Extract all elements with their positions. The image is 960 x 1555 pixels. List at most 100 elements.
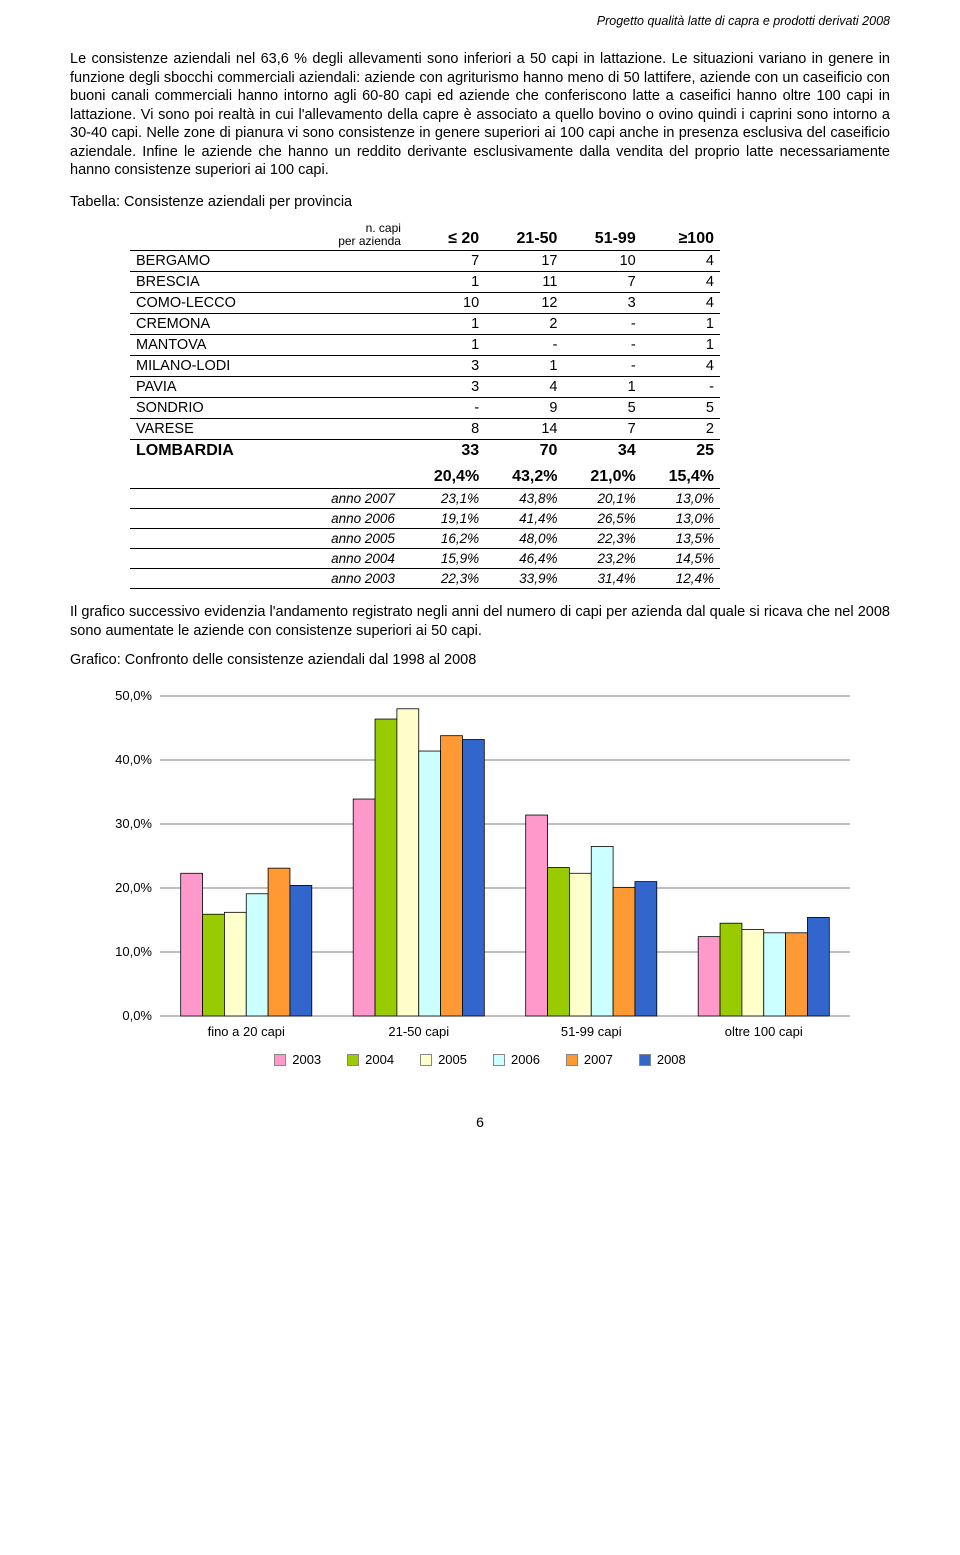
row-cell: 4 (485, 377, 563, 398)
pct-label: anno 2003 (130, 569, 407, 589)
table-row: VARESE81472 (130, 419, 720, 440)
row-cell: 10 (563, 251, 641, 272)
pct-label: anno 2006 (130, 509, 407, 529)
pct-cell: 13,0% (642, 509, 720, 529)
head-sub-label: n. capi per azienda (305, 220, 407, 251)
pct-label: anno 2007 (130, 489, 407, 509)
pct-cell: 23,1% (407, 489, 485, 509)
row-cell: 1 (642, 335, 720, 356)
pct-cell: 41,4% (485, 509, 563, 529)
row-cell: 4 (642, 356, 720, 377)
svg-text:oltre 100 capi: oltre 100 capi (725, 1024, 803, 1039)
row-cell: - (563, 356, 641, 377)
row-cell: 9 (485, 398, 563, 419)
svg-text:0,0%: 0,0% (122, 1008, 152, 1023)
chart-legend: 2003 2004 2005 2006 2007 2008 (100, 1052, 860, 1067)
row-cell: 7 (563, 272, 641, 293)
pct-cell: 23,2% (563, 549, 641, 569)
row-cell: 1 (485, 356, 563, 377)
row-cell: 4 (642, 293, 720, 314)
row-cell: 1 (407, 272, 485, 293)
legend-item: 2007 (566, 1052, 613, 1067)
row-label: BERGAMO (130, 251, 407, 272)
pct-cell: 19,1% (407, 509, 485, 529)
consistenze-chart: 0,0%10,0%20,0%30,0%40,0%50,0%fino a 20 c… (100, 686, 860, 1086)
chart-caption: Grafico: Confronto delle consistenze azi… (70, 652, 890, 668)
legend-item: 2005 (420, 1052, 467, 1067)
pct-row: anno 200516,2%48,0%22,3%13,5% (130, 529, 720, 549)
row-cell: 5 (642, 398, 720, 419)
table-row: BERGAMO717104 (130, 251, 720, 272)
pct-cell: 31,4% (563, 569, 641, 589)
svg-text:51-99 capi: 51-99 capi (561, 1024, 622, 1039)
pct-cell: 26,5% (563, 509, 641, 529)
legend-item: 2006 (493, 1052, 540, 1067)
table-row: CREMONA12-1 (130, 314, 720, 335)
provinces-table: n. capi per azienda ≤ 20 21-50 51-99 ≥10… (130, 220, 720, 589)
legend-label: 2008 (657, 1052, 686, 1067)
pct-cell: 13,0% (642, 489, 720, 509)
pct-row: anno 200415,9%46,4%23,2%14,5% (130, 549, 720, 569)
legend-swatch (274, 1054, 286, 1066)
page-number: 6 (70, 1114, 890, 1130)
row-label: BRESCIA (130, 272, 407, 293)
legend-swatch (347, 1054, 359, 1066)
svg-text:21-50 capi: 21-50 capi (388, 1024, 449, 1039)
pct-cell: 14,5% (642, 549, 720, 569)
row-cell: 17 (485, 251, 563, 272)
row-cell: - (563, 314, 641, 335)
row-cell: 1 (407, 314, 485, 335)
pct-row: anno 200322,3%33,9%31,4%12,4% (130, 569, 720, 589)
svg-text:50,0%: 50,0% (115, 688, 152, 703)
row-cell: 5 (563, 398, 641, 419)
table-total-row: LOMBARDIA 33 70 34 25 (130, 440, 720, 463)
table-caption: Tabella: Consistenze aziendali per provi… (70, 194, 890, 210)
table-row: COMO-LECCO101234 (130, 293, 720, 314)
table-row: MANTOVA1--1 (130, 335, 720, 356)
row-cell: 3 (407, 377, 485, 398)
pct-bold-row: 20,4% 43,2% 21,0% 15,4% (130, 462, 720, 489)
row-label: PAVIA (130, 377, 407, 398)
row-cell: 7 (407, 251, 485, 272)
pct-cell: 22,3% (407, 569, 485, 589)
legend-swatch (566, 1054, 578, 1066)
pct-row: anno 200619,1%41,4%26,5%13,0% (130, 509, 720, 529)
paragraph-follow: Il grafico successivo evidenzia l'andame… (70, 603, 890, 640)
legend-label: 2003 (292, 1052, 321, 1067)
legend-item: 2008 (639, 1052, 686, 1067)
col-3: 51-99 (563, 220, 641, 251)
row-cell: 3 (563, 293, 641, 314)
pct-cell: 33,9% (485, 569, 563, 589)
legend-swatch (639, 1054, 651, 1066)
row-cell: 4 (642, 251, 720, 272)
provinces-table-wrap: n. capi per azienda ≤ 20 21-50 51-99 ≥10… (70, 220, 890, 589)
total-v0: 33 (407, 440, 485, 463)
legend-label: 2004 (365, 1052, 394, 1067)
pct-cell: 43,8% (485, 489, 563, 509)
row-cell: 8 (407, 419, 485, 440)
row-label: CREMONA (130, 314, 407, 335)
legend-item: 2004 (347, 1052, 394, 1067)
table-header-row: n. capi per azienda ≤ 20 21-50 51-99 ≥10… (130, 220, 720, 251)
total-v3: 25 (642, 440, 720, 463)
legend-label: 2005 (438, 1052, 467, 1067)
row-cell: 14 (485, 419, 563, 440)
pct-label: anno 2005 (130, 529, 407, 549)
row-cell: 7 (563, 419, 641, 440)
row-cell: - (642, 377, 720, 398)
paragraph-intro: Le consistenze aziendali nel 63,6 % degl… (70, 50, 890, 180)
legend-item: 2003 (274, 1052, 321, 1067)
col-4: ≥100 (642, 220, 720, 251)
total-label: LOMBARDIA (130, 440, 407, 463)
row-cell: 4 (642, 272, 720, 293)
table-row: BRESCIA11174 (130, 272, 720, 293)
row-label: COMO-LECCO (130, 293, 407, 314)
legend-label: 2007 (584, 1052, 613, 1067)
row-label: SONDRIO (130, 398, 407, 419)
pctb-1: 43,2% (485, 462, 563, 489)
pct-row: anno 200723,1%43,8%20,1%13,0% (130, 489, 720, 509)
row-label: VARESE (130, 419, 407, 440)
legend-swatch (493, 1054, 505, 1066)
pct-cell: 13,5% (642, 529, 720, 549)
row-cell: - (407, 398, 485, 419)
